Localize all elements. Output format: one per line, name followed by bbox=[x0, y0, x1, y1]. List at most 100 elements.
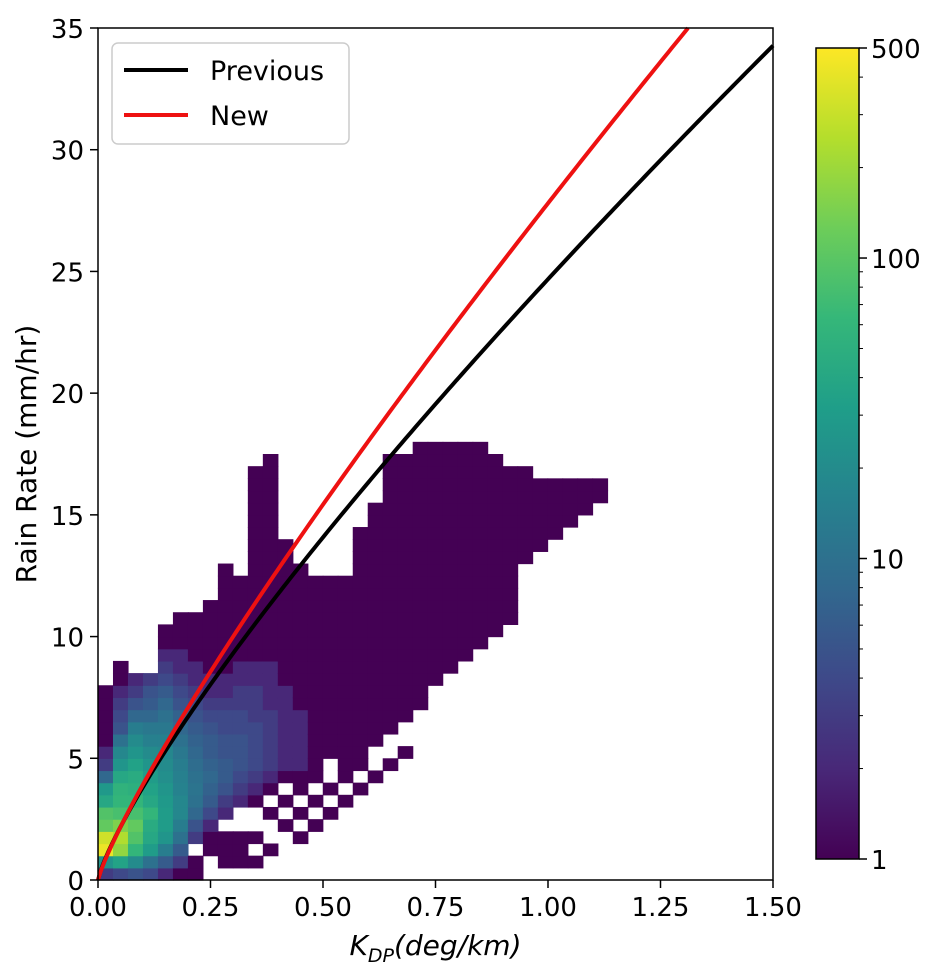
heatmap-cell bbox=[262, 685, 279, 699]
heatmap-cell bbox=[367, 648, 384, 662]
heatmap-cell bbox=[577, 490, 594, 504]
heatmap-cell bbox=[487, 624, 504, 638]
heatmap-cell bbox=[247, 709, 264, 723]
heatmap-cell bbox=[172, 867, 189, 881]
heatmap-cell bbox=[487, 454, 504, 467]
heatmap-cell bbox=[187, 624, 204, 638]
heatmap-cell bbox=[442, 441, 459, 455]
heatmap-cell bbox=[187, 782, 204, 796]
heatmap-cell bbox=[187, 721, 204, 735]
heatmap-cell bbox=[202, 709, 219, 723]
heatmap-cell bbox=[247, 648, 264, 662]
heatmap-cell bbox=[457, 441, 474, 455]
heatmap-cell bbox=[217, 746, 234, 759]
heatmap-cell bbox=[367, 527, 384, 540]
heatmap-cell bbox=[472, 563, 489, 577]
heatmap-cell bbox=[322, 612, 339, 625]
heatmap-cell bbox=[142, 843, 159, 857]
heatmap-cell bbox=[307, 685, 324, 699]
heatmap-cell bbox=[217, 673, 234, 686]
heatmap-cell bbox=[382, 636, 399, 650]
heatmap-cell bbox=[472, 514, 489, 528]
heatmap-cell bbox=[382, 697, 399, 711]
heatmap-cell bbox=[442, 527, 459, 540]
y-axis-label: Rain Rate (mm/hr) bbox=[10, 325, 43, 584]
heatmap-cell bbox=[307, 587, 324, 601]
heatmap-cell bbox=[397, 575, 414, 589]
heatmap-cell bbox=[502, 478, 519, 492]
heatmap-cell bbox=[397, 600, 414, 613]
heatmap-cell bbox=[232, 746, 249, 759]
heatmap-cell bbox=[442, 466, 459, 479]
heatmap-cell bbox=[382, 490, 399, 504]
heatmap-cell bbox=[292, 782, 309, 796]
heatmap-cell bbox=[367, 624, 384, 638]
heatmap-cell bbox=[127, 721, 144, 735]
heatmap-cell bbox=[397, 648, 414, 662]
heatmap-cell bbox=[337, 758, 354, 772]
heatmap-cell bbox=[232, 600, 249, 613]
heatmap-cell bbox=[382, 587, 399, 601]
heatmap-cell bbox=[157, 794, 174, 808]
heatmap-cell bbox=[262, 514, 279, 528]
heatmap-cell bbox=[427, 441, 444, 455]
heatmap-cell bbox=[427, 454, 444, 467]
heatmap-cell bbox=[187, 819, 204, 832]
heatmap-cell bbox=[157, 709, 174, 723]
heatmap-cell bbox=[112, 794, 129, 808]
heatmap-cell bbox=[532, 539, 549, 552]
heatmap-cell bbox=[352, 782, 369, 796]
heatmap-cell bbox=[307, 721, 324, 735]
heatmap-cell bbox=[412, 636, 429, 650]
heatmap-cell bbox=[487, 539, 504, 552]
heatmap-cell bbox=[247, 673, 264, 686]
heatmap-cell bbox=[517, 478, 534, 492]
heatmap-cell bbox=[442, 575, 459, 589]
heatmap-cell bbox=[172, 819, 189, 832]
heatmap-cell bbox=[247, 685, 264, 699]
heatmap-cell bbox=[292, 624, 309, 638]
heatmap-cell bbox=[472, 636, 489, 650]
heatmap-cell bbox=[262, 758, 279, 772]
heatmap-cell bbox=[262, 539, 279, 552]
heatmap-cell bbox=[142, 733, 159, 747]
heatmap-cell bbox=[412, 600, 429, 613]
legend-label-previous: Previous bbox=[210, 56, 324, 87]
heatmap-cell bbox=[397, 527, 414, 540]
heatmap-cell bbox=[382, 575, 399, 589]
heatmap-cell bbox=[247, 697, 264, 711]
heatmap-cell bbox=[217, 697, 234, 711]
heatmap-cell bbox=[322, 709, 339, 723]
heatmap-cell bbox=[532, 514, 549, 528]
heatmap-cell bbox=[367, 660, 384, 674]
heatmap-cell bbox=[127, 867, 144, 881]
heatmap-cell bbox=[307, 746, 324, 759]
heatmap-cell bbox=[247, 721, 264, 735]
heatmap-cell bbox=[322, 648, 339, 662]
heatmap-cell bbox=[322, 587, 339, 601]
heatmap-cell bbox=[157, 819, 174, 832]
heatmap-cell bbox=[217, 563, 234, 577]
heatmap-cell bbox=[247, 733, 264, 747]
heatmap-cell bbox=[277, 673, 294, 686]
x-tick-label: 1.25 bbox=[632, 893, 690, 923]
heatmap-cell bbox=[427, 563, 444, 577]
heatmap-cell bbox=[382, 624, 399, 638]
heatmap-cell bbox=[427, 624, 444, 638]
heatmap-cell bbox=[292, 770, 309, 784]
heatmap-cell bbox=[337, 733, 354, 747]
heatmap-cell bbox=[127, 709, 144, 723]
heatmap-cell bbox=[457, 539, 474, 552]
x-tick-label: 1.00 bbox=[519, 893, 577, 923]
heatmap-cell bbox=[157, 721, 174, 735]
heatmap-cell bbox=[352, 587, 369, 601]
heatmap-cell bbox=[307, 733, 324, 747]
heatmap-cell bbox=[142, 819, 159, 832]
heatmap-cell bbox=[427, 673, 444, 686]
heatmap-cell bbox=[397, 539, 414, 552]
heatmap-cell bbox=[187, 770, 204, 784]
heatmap-cell bbox=[98, 733, 114, 747]
heatmap-cell bbox=[187, 831, 204, 845]
heatmap-cell bbox=[172, 697, 189, 711]
heatmap-cell bbox=[142, 855, 159, 869]
